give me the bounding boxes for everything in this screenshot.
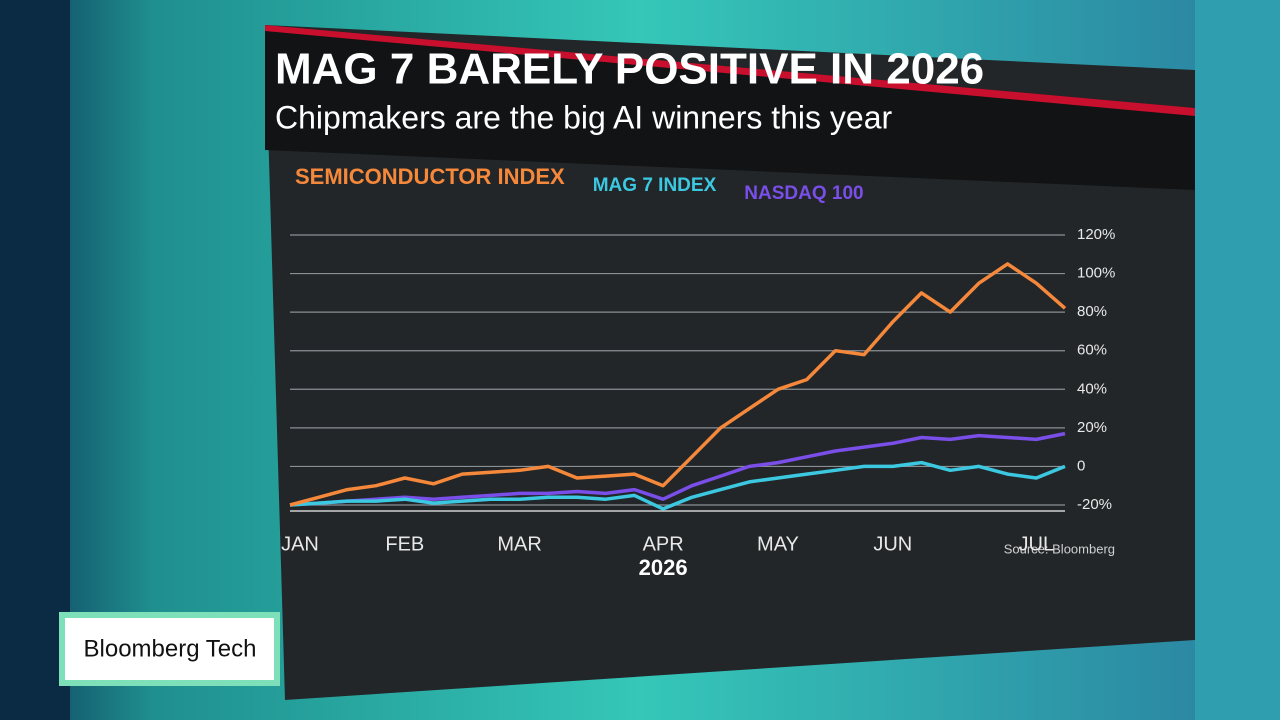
legend-entry: NASDAQ 100	[744, 183, 863, 204]
left-pillar	[0, 0, 70, 720]
legend-entry: MAG 7 INDEX	[593, 175, 717, 196]
x-tick-label: JAN	[281, 533, 319, 555]
plot: SEMICONDUCTOR INDEX MAG 7 INDEX NASDAQ 100…	[281, 164, 1115, 580]
source-note: Source: Bloomberg	[1004, 541, 1115, 556]
x-tick-label: JUL	[1019, 533, 1055, 555]
screen-panel	[265, 25, 1195, 700]
x-tick-label: MAY	[757, 533, 799, 555]
chart-title: MAG 7 BARELY POSITIVE IN 2026	[275, 45, 984, 94]
x-tick-label: APR	[643, 533, 684, 555]
x-tick-label: MAR	[497, 533, 541, 555]
y-tick-label: 100%	[1077, 265, 1115, 282]
y-tick-label: 20%	[1077, 419, 1107, 436]
series-line	[289, 460, 1066, 511]
show-badge	[59, 612, 280, 686]
y-tick-label: 80%	[1077, 303, 1107, 320]
y-tick-label: 40%	[1077, 380, 1107, 397]
header-band	[265, 25, 1195, 190]
y-tick-label: 120%	[1077, 226, 1115, 243]
right-wall	[1195, 0, 1280, 720]
legend-entry: SEMICONDUCTOR INDEX	[295, 164, 565, 189]
x-tick-label: JUN	[873, 533, 912, 555]
y-tick-label: -20%	[1077, 496, 1112, 513]
x-axis-label: 2026	[639, 555, 688, 580]
chart-subtitle: Chipmakers are the big AI winners this y…	[275, 99, 893, 135]
show-name: Bloomberg Tech	[84, 635, 257, 662]
series-line	[289, 431, 1066, 507]
y-tick-label: 60%	[1077, 342, 1107, 359]
series-line	[289, 262, 1067, 507]
header-rule	[265, 25, 1195, 116]
y-tick-label: 0	[1077, 457, 1085, 474]
x-tick-label: FEB	[385, 533, 424, 555]
